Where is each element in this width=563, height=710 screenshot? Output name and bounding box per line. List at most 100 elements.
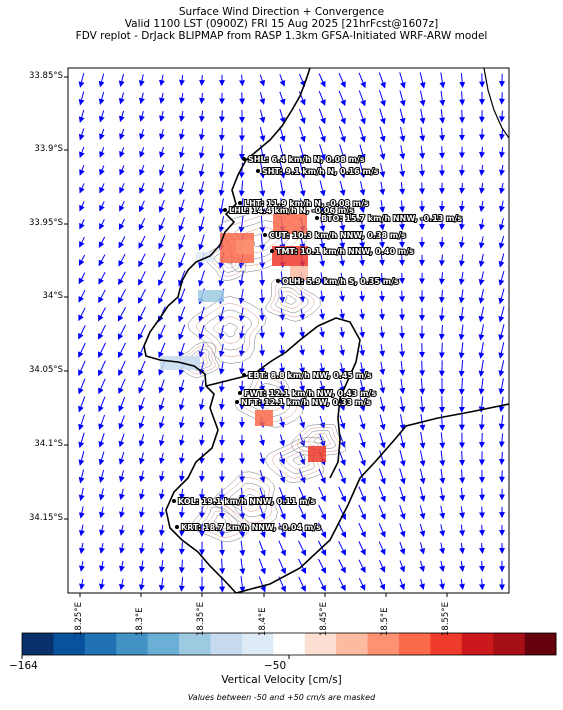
terrain-contour [308,433,331,447]
wind-vector [279,398,285,410]
wind-vector [338,504,346,521]
wind-vector [319,327,325,338]
wind-vector [318,468,326,484]
mask-note: Values between -50 and +50 cm/s are mask… [187,693,376,702]
wind-vector [498,270,505,286]
wind-vector [138,578,145,591]
wind-vector [319,253,326,267]
wind-vector [158,324,166,341]
wind-vector [159,128,165,140]
wind-vector [78,109,85,123]
wind-vector [98,289,106,304]
wind-vector [198,234,205,251]
wind-vector [118,218,126,230]
lon-tick-label: 18.55°E [441,602,451,636]
wind-vector [498,253,505,268]
wind-vector [178,270,186,287]
wind-vector [299,126,306,143]
wind-vector [478,288,485,304]
wind-vector [318,504,326,521]
wind-vector [79,183,85,194]
wind-vector [138,560,145,573]
wind-vector [78,272,86,285]
wind-vector [98,307,106,322]
wind-vector [378,523,386,538]
wind-vector [339,199,346,214]
wind-vector [399,505,406,520]
wind-vector [259,74,266,87]
wind-vector [498,451,505,466]
wind-vector [379,236,386,249]
wind-vector [298,504,306,521]
wind-vector [259,522,266,538]
wind-vector [139,542,145,555]
wind-vector [119,200,125,212]
wind-vector [458,306,465,322]
terrain-contour [234,488,262,512]
wind-vector [158,217,166,232]
wind-vector [219,558,226,575]
station-marker [242,373,246,377]
wind-vector [359,414,366,430]
wind-vector [218,198,225,215]
wind-vector [238,270,245,287]
wind-vector [338,108,346,125]
wind-vector [319,345,325,356]
wind-vector [238,198,245,215]
wind-vector [399,200,406,213]
wind-vector [218,306,225,322]
station-label: OLH: 5.9 km/h S, 0.35 m/s [282,277,399,286]
wind-vector [259,270,266,287]
wind-vector [278,558,286,575]
wind-vector [319,144,326,161]
wind-vector [178,434,185,447]
station-marker [172,499,176,503]
wind-vector [279,271,286,286]
wind-vector [178,146,185,159]
wind-vector [439,72,446,89]
wind-vector [98,433,105,448]
wind-vector [479,560,485,572]
chart-title-line-3: FDV replot - DrJack BLIPMAP from RASP 1.… [75,30,488,42]
wind-vector [159,452,165,465]
wind-vector [179,488,185,500]
lat-tick-label: 33.95°S [29,218,63,228]
wind-vector [458,289,465,304]
wind-vector [99,218,105,230]
wind-vector [158,560,165,573]
lon-tick-label: 18.35°E [196,602,206,636]
wind-vector [139,488,145,500]
wind-vector [178,559,185,574]
wind-vector [419,360,426,377]
terrain-contour [314,436,326,444]
wind-vector [359,126,366,143]
wind-vector [419,90,426,107]
wind-vector [138,360,146,377]
wind-vector [159,506,165,518]
terrain-contour [285,450,311,470]
wind-vector [319,272,326,285]
wind-vector [339,254,346,267]
wind-vector [399,126,406,142]
coastline-bay [205,317,361,479]
wind-vector [459,91,466,106]
wind-vector [259,344,266,357]
wind-vector [117,306,127,322]
lon-tick-label: 18.3°E [135,607,145,636]
terrain-contour [241,377,297,423]
wind-vector [98,73,105,88]
wind-vector [399,308,406,321]
lat-tick-label: 33.85°S [29,71,63,81]
wind-vector [238,380,245,393]
colorbar-segment [461,633,494,655]
wind-vector [179,110,185,122]
wind-vector [119,524,125,536]
wind-vector [439,524,446,537]
terrain-contour [292,455,306,465]
wind-vector [319,380,326,393]
wind-vector [299,326,305,339]
wind-vector [358,90,366,107]
wind-vector [359,362,366,375]
wind-vector [459,469,466,484]
terrain-contour [255,388,284,412]
